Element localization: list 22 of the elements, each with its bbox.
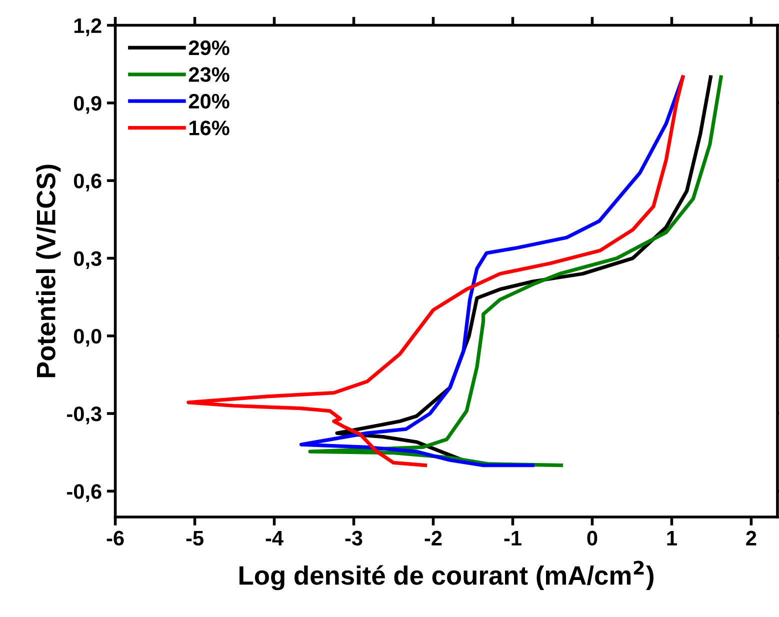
x-tick-label: -4	[266, 531, 284, 546]
x-tick-label: -3	[345, 530, 362, 546]
x-tick-label: -2	[424, 530, 442, 546]
legend-label: 16%	[190, 120, 230, 136]
y-tick-label: 0,3	[74, 251, 102, 270]
x-axis-title: Log densité de courant (mA/cm$^{2}$)	[240, 560, 654, 590]
y-tick-label: 0,6	[74, 174, 102, 192]
legend-label: 29%	[188, 40, 230, 56]
x-tick-label: 2	[746, 530, 756, 546]
y-tick-label: -0,6	[67, 484, 102, 502]
x-tick-label: -1	[504, 531, 522, 546]
y-axis-title: Potentiel (V/ECS)	[36, 164, 61, 378]
x-tick-label: 1	[667, 531, 677, 546]
x-tick-label: 0	[587, 530, 598, 546]
legend-label: 20%	[188, 94, 230, 109]
y-tick-label: 0,9	[74, 96, 102, 114]
y-tick-label: 1,2	[74, 18, 102, 36]
y-tick-label: 0,0	[74, 328, 102, 347]
y-tick-label: -0,3	[67, 406, 102, 424]
x-tick-label: -5	[186, 531, 204, 546]
x-tick-label: -6	[106, 530, 124, 546]
legend-label: 23%	[188, 67, 230, 82]
